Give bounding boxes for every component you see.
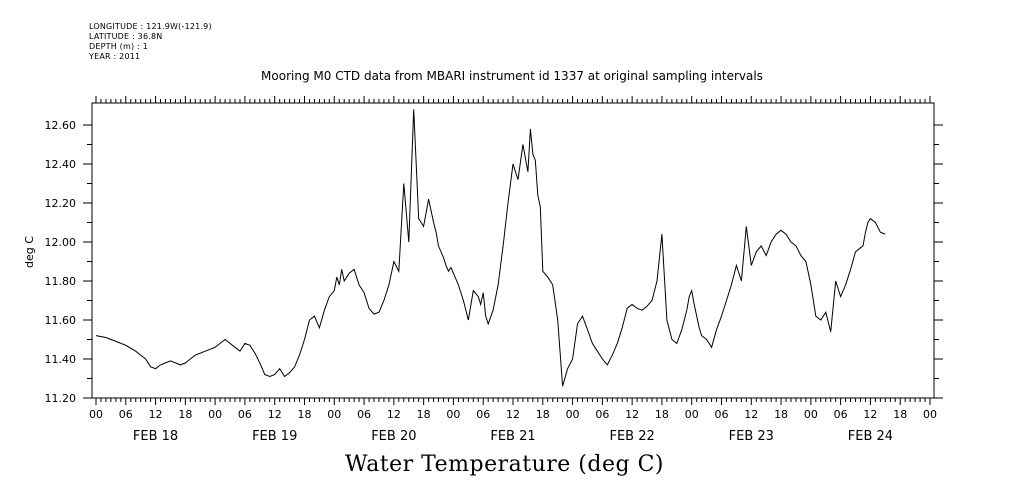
x-hour-label: 00 [923, 408, 937, 421]
y-tick-label: 11.60 [45, 314, 77, 327]
x-hour-label: 18 [774, 408, 788, 421]
y-tick-label: 12.00 [45, 236, 77, 249]
x-hour-label: 18 [417, 408, 431, 421]
x-hour-label: 00 [446, 408, 460, 421]
year-label: YEAR : 2011 [89, 52, 141, 61]
series-line-water-temperature [95, 109, 886, 387]
x-hour-label: 12 [387, 408, 401, 421]
x-hour-label: 12 [506, 408, 520, 421]
y-tick-label: 11.40 [45, 353, 77, 366]
y-tick-label: 12.40 [45, 158, 77, 171]
x-hour-label: 06 [715, 408, 729, 421]
x-hour-label: 00 [89, 408, 103, 421]
x-hour-label: 12 [863, 408, 877, 421]
metadata-block: LONGITUDE : 121.9W(-121.9) LATITUDE : 36… [89, 22, 212, 62]
x-hour-label: 18 [536, 408, 550, 421]
x-hour-label: 18 [298, 408, 312, 421]
y-tick-label: 11.80 [45, 275, 77, 288]
x-hour-label: 12 [744, 408, 758, 421]
x-day-label: FEB 24 [848, 429, 893, 444]
x-day-label: FEB 22 [609, 429, 654, 444]
x-hour-label: 06 [357, 408, 371, 421]
x-hour-label: 06 [476, 408, 490, 421]
longitude-label: LONGITUDE : 121.9W(-121.9) [89, 22, 212, 31]
depth-label: DEPTH (m) : 1 [89, 42, 148, 51]
x-hour-label: 12 [625, 408, 639, 421]
x-hour-label: 00 [685, 408, 699, 421]
x-day-label: FEB 20 [371, 429, 416, 444]
x-hour-label: 06 [119, 408, 133, 421]
x-hour-label: 06 [834, 408, 848, 421]
x-hour-label: 00 [208, 408, 222, 421]
x-hour-label: 00 [804, 408, 818, 421]
latitude-label: LATITUDE : 36.8N [89, 32, 163, 41]
footer-title: Water Temperature (deg C) [345, 452, 664, 477]
x-hour-label: 06 [238, 408, 252, 421]
x-day-label: FEB 21 [490, 429, 535, 444]
chart-title: Mooring M0 CTD data from MBARI instrumen… [261, 69, 763, 83]
x-hour-label: 12 [149, 408, 163, 421]
y-tick-label: 12.60 [45, 119, 77, 132]
x-day-label: FEB 23 [729, 429, 774, 444]
x-hour-label: 18 [178, 408, 192, 421]
y-tick-label: 12.20 [45, 197, 77, 210]
x-hour-label: 18 [655, 408, 669, 421]
x-hour-label: 12 [268, 408, 282, 421]
x-day-label: FEB 18 [133, 429, 178, 444]
x-day-label: FEB 19 [252, 429, 297, 444]
y-axis-label: deg C [23, 236, 36, 268]
axes-group: 11.20 11.40 11.60 11.80 12.00 12.20 12.40 12.60… [45, 96, 943, 444]
x-hour-label: 18 [893, 408, 907, 421]
x-hour-label: 00 [327, 408, 341, 421]
x-hour-label: 06 [595, 408, 609, 421]
y-tick-label: 11.20 [45, 392, 77, 405]
x-hour-label: 00 [566, 408, 580, 421]
plot-frame [91, 102, 935, 399]
